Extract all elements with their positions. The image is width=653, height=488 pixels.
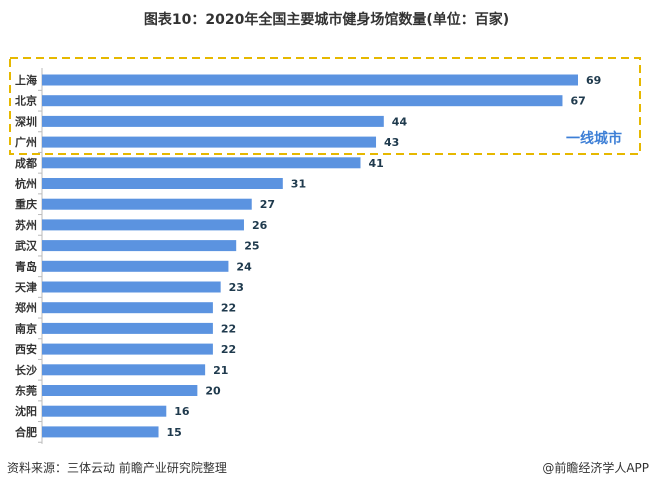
- category-label: 南京: [15, 321, 37, 335]
- bar: [42, 385, 198, 396]
- category-label: 青岛: [15, 259, 37, 273]
- category-label: 苏州: [15, 218, 37, 232]
- data-label: 25: [244, 240, 259, 253]
- data-label: 22: [221, 302, 236, 315]
- data-label: 44: [392, 115, 408, 128]
- data-label: 22: [221, 343, 236, 356]
- category-label: 长沙: [15, 363, 37, 377]
- bar: [42, 322, 213, 334]
- data-label: 23: [229, 281, 244, 294]
- category-label: 北京: [15, 94, 37, 108]
- data-label: 20: [205, 385, 221, 398]
- category-label: 合肥: [15, 425, 37, 439]
- category-label: 深圳: [15, 114, 37, 128]
- category-label: 东莞: [15, 384, 37, 398]
- bar: [42, 115, 384, 127]
- bar: [42, 302, 213, 314]
- category-label: 重庆: [15, 197, 37, 211]
- bar: [42, 157, 361, 169]
- data-label: 69: [586, 74, 601, 87]
- chart-title: 图表10：2020年全国主要城市健身场馆数量(单位：百家): [143, 12, 510, 28]
- bar: [42, 136, 377, 148]
- bar: [42, 219, 244, 231]
- bar: [42, 405, 167, 417]
- data-label: 67: [570, 95, 585, 108]
- data-label: 41: [368, 157, 383, 170]
- data-label: 26: [252, 219, 268, 232]
- category-label: 杭州: [15, 177, 37, 191]
- bar: [42, 178, 283, 189]
- data-label: 15: [167, 426, 182, 439]
- data-label: 24: [236, 260, 252, 273]
- data-label: 31: [291, 178, 306, 191]
- bar: [42, 95, 563, 107]
- data-label: 21: [213, 364, 228, 377]
- bar: [42, 240, 237, 252]
- source-note: 资料来源：三体云动 前瞻产业研究院整理: [7, 461, 227, 475]
- highlight-label: 一线城市: [566, 130, 622, 147]
- bar: [42, 74, 578, 86]
- category-label: 武汉: [15, 239, 38, 253]
- bar: [42, 343, 213, 355]
- category-label: 上海: [15, 73, 37, 87]
- data-label: 16: [174, 405, 190, 418]
- data-label: 43: [384, 136, 399, 149]
- category-label: 郑州: [15, 301, 37, 315]
- category-label: 西安: [15, 342, 37, 356]
- category-label: 天津: [15, 280, 37, 294]
- credit: @前瞻经济学人APP: [542, 461, 649, 475]
- bar: [42, 364, 206, 376]
- data-label: 27: [260, 198, 275, 211]
- bar: [42, 426, 159, 438]
- category-label: 广州: [15, 135, 37, 149]
- bar: [42, 281, 221, 293]
- category-label: 沈阳: [15, 404, 37, 418]
- bar: [42, 198, 252, 210]
- category-label: 成都: [15, 156, 37, 170]
- data-label: 22: [221, 322, 236, 335]
- bar: [42, 260, 229, 272]
- highlight-box: [9, 57, 641, 155]
